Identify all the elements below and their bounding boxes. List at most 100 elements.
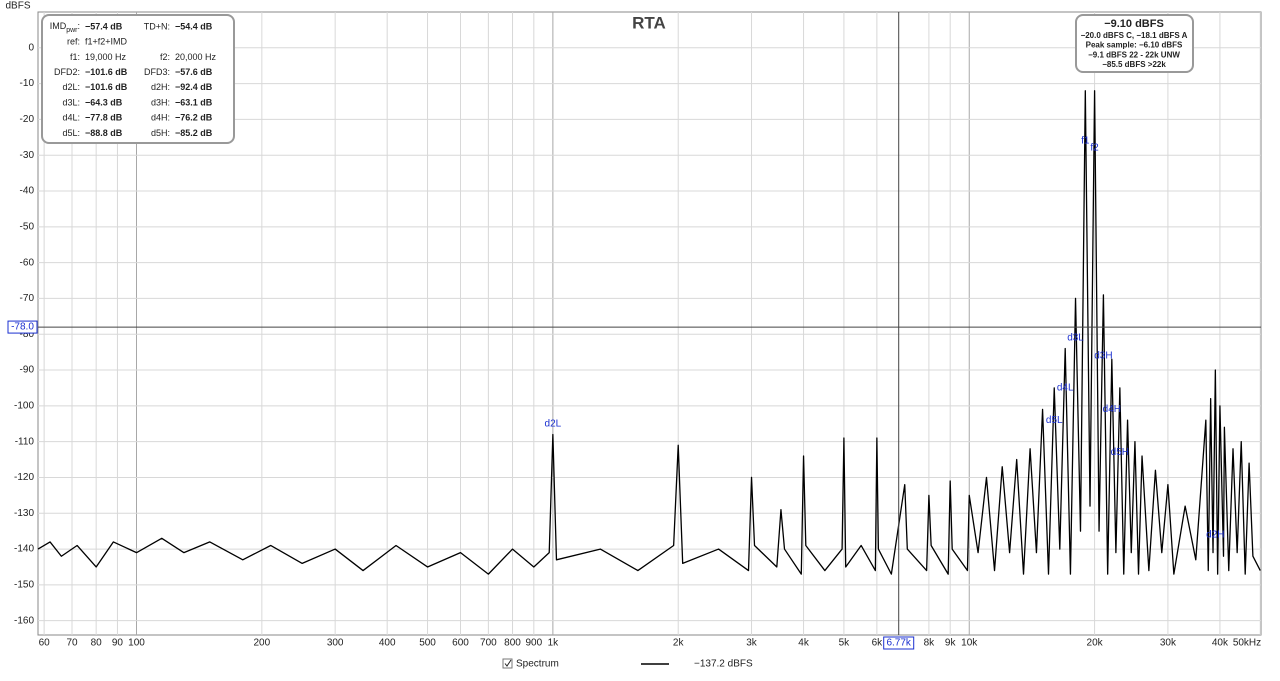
info-value: −57.6 dB [175,67,213,77]
peak-annotation: d5H [1111,447,1129,458]
info-value: −63.1 dB [175,97,213,107]
peak-annotation: d5L [1046,415,1063,426]
label-colon: : [77,21,80,31]
info-value: 19,000 Hz [85,52,127,62]
y-tick-label: -160 [14,615,34,626]
info-label: ref: [67,37,80,47]
y-tick-label: -140 [14,544,34,555]
y-tick-label: -100 [14,400,34,411]
info-value: −92.4 dB [175,82,213,92]
label-subscript: pwr [66,27,78,34]
peak-annotation: f2 [1090,143,1099,154]
x-tick-label: 30k [1160,638,1177,649]
info-label: d5H: [151,128,170,138]
x-tick-label: 400 [379,638,396,649]
info-value: −101.6 dB [85,82,128,92]
x-tick-label: 10k [961,638,978,649]
info-label: IMDpwr: [50,21,80,33]
info-label: d2H: [151,82,170,92]
x-tick-label: 700 [480,638,497,649]
legend-label: Spectrum [516,659,559,670]
x-tick-label: 1k [548,638,560,649]
y-tick-label: -80 [20,329,35,340]
peak-annotation: d4L [1057,383,1074,394]
y-tick-label: -130 [14,508,34,519]
y-axis-label: dBFS [5,1,30,12]
x-tick-label: 500 [419,638,436,649]
level-line: −20.0 dBFS C, −18.1 dBFS A [1081,31,1188,40]
y-tick-label: -120 [14,472,34,483]
info-value: −76.2 dB [175,113,213,123]
x-tick-label: 300 [327,638,344,649]
x-tick-label: 90 [112,638,124,649]
spectrum-line [37,90,1261,575]
info-value: −88.8 dB [85,128,123,138]
x-tick-label: 100 [128,638,145,649]
x-tick-label: 40k [1212,638,1229,649]
label-text: IMD [50,21,67,31]
cursor-label: -78.0 [11,322,34,333]
cursor-label: 6.77k [886,638,911,649]
y-tick-label: -90 [20,365,35,376]
y-tick-label: 0 [28,42,34,53]
info-label: TD+N: [144,21,170,31]
info-label: d5L: [62,128,80,138]
legend-value: −137.2 dBFS [694,659,753,670]
y-tick-label: -20 [20,114,35,125]
x-tick-label: 50kHz [1233,638,1261,649]
info-panel: IMDpwr: −57.4 dB TD+N: −54.4 dB ref: f1+f2+IM… [41,14,235,144]
y-tick-label: -60 [20,257,35,268]
x-tick-label: 200 [253,638,270,649]
y-tick-label: -10 [20,78,35,89]
x-tick-label: 600 [452,638,469,649]
x-tick-label: 80 [91,638,103,649]
info-value: −57.4 dB [85,21,123,31]
y-tick-label: -30 [20,150,35,161]
peak-annotation: d2L [545,418,562,429]
check-icon [504,659,512,667]
peak-annotation: f1 [1081,136,1090,147]
chart-title: RTA [632,13,666,32]
x-tick-label: 70 [66,638,78,649]
info-value: 20,000 Hz [175,52,217,62]
x-tick-label: 6k [872,638,884,649]
x-tick-label: 20k [1087,638,1104,649]
info-value: −85.2 dB [175,128,213,138]
info-label: f1: [70,52,80,62]
legend: Spectrum −137.2 dBFS [502,658,753,670]
x-tick-label: 5k [839,638,851,649]
level-line: Peak sample: −6.10 dBFS [1086,41,1183,50]
x-tick-label: 2k [673,638,685,649]
info-value: −101.6 dB [85,67,128,77]
x-tick-label: 4k [798,638,810,649]
y-tick-label: -150 [14,580,34,591]
level-line: −85.5 dBFS >22k [1102,60,1166,69]
y-tick-label: -70 [20,293,35,304]
peak-annotation: d3L [1067,332,1084,343]
info-label: d4H: [151,113,170,123]
level-line: −9.1 dBFS 22 - 22k UNW [1088,50,1180,59]
info-label: d2L: [62,82,80,92]
peak-annotation: d2H [1206,529,1224,540]
info-value: −64.3 dB [85,97,123,107]
panel-box [41,14,235,144]
x-tick-label: 60 [39,638,51,649]
peak-annotation: d4H [1103,404,1121,415]
info-label: d3L: [62,97,80,107]
legend-checkbox[interactable] [502,658,513,669]
info-value: −77.8 dB [85,113,123,123]
info-label: DFD2: [54,67,80,77]
info-label: d3H: [151,97,170,107]
level-panel: −9.10 dBFS−20.0 dBFS C, −18.1 dBFS APeak… [1075,14,1194,73]
info-value: f1+f2+IMD [85,37,128,47]
info-label: DFD3: [144,67,170,77]
plot-area [37,11,1262,636]
y-tick-label: -50 [20,221,35,232]
x-tick-label: 3k [746,638,758,649]
x-tick-label: 800 [504,638,521,649]
level-headline: −9.10 dBFS [1104,18,1164,30]
panel-box [1075,14,1194,73]
x-tick-label: 8k [924,638,936,649]
info-label: f2: [160,52,170,62]
